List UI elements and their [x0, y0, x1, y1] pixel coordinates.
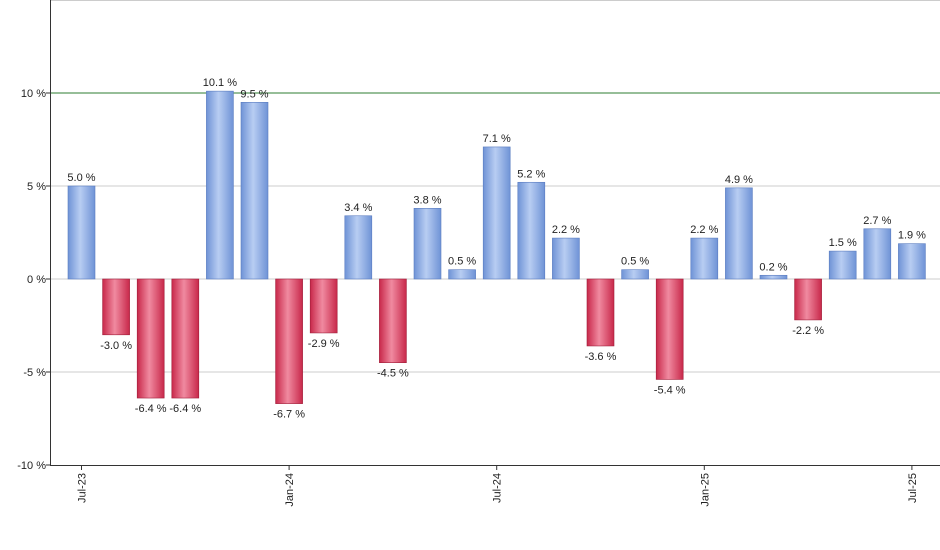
bar-Jun-25: [863, 228, 892, 280]
bar-Nov-24: [621, 269, 649, 280]
data-label-Aug-24: 5.2 %: [517, 168, 545, 180]
bar-Jul-25: [898, 243, 926, 280]
data-label-Mar-25: 0.2 %: [759, 261, 787, 273]
data-label-Jun-25: 2.7 %: [863, 215, 891, 227]
data-label-Dec-23: 9.5 %: [240, 88, 268, 100]
data-label-Apr-24: -4.5 %: [377, 368, 409, 380]
bar-Oct-24: [586, 278, 615, 347]
data-label-Nov-24: 0.5 %: [621, 256, 649, 268]
bar-Apr-24: [379, 278, 407, 363]
bar-Sep-23: [136, 278, 165, 399]
bar-May-24: [413, 208, 442, 280]
bar-Mar-24: [344, 215, 373, 280]
data-label-Feb-25: 4.9 %: [725, 174, 753, 186]
bar-Aug-23: [102, 278, 130, 336]
bar-Jul-24: [482, 146, 511, 280]
data-label-Jul-23: 5.0 %: [67, 172, 95, 184]
data-label-Dec-24: -5.4 %: [654, 384, 686, 396]
data-label-Sep-24: 2.2 %: [552, 224, 580, 236]
data-label-Feb-24: -2.9 %: [308, 338, 340, 350]
axes: -10 % -5 % 0 % 5 % 10 % Jul-23 Jan-24 Jul-24 Jan…: [17, 0, 940, 507]
bar-Aug-24: [517, 181, 546, 280]
data-label-Jul-24: 7.1 %: [483, 133, 511, 145]
bar-Dec-24: [655, 278, 684, 380]
y-tick-label: -5 %: [23, 367, 46, 379]
bar-Jan-24: [275, 278, 303, 404]
data-label-Jul-25: 1.9 %: [898, 230, 926, 242]
data-label-Oct-23: -6.4 %: [169, 403, 201, 415]
x-tick-label: Jul-25: [907, 473, 919, 503]
x-tick-label: Jan-24: [284, 473, 296, 507]
data-label-Apr-25: -2.2 %: [792, 325, 824, 337]
data-label-May-25: 1.5 %: [829, 237, 857, 249]
y-tick-label: 5 %: [27, 181, 46, 193]
bar-Feb-25: [725, 187, 753, 280]
data-label-Nov-23: 10.1 %: [203, 77, 237, 89]
y-tick-label: 10 %: [21, 88, 46, 100]
y-tick-label: -10 %: [17, 460, 46, 472]
data-label-Jan-25: 2.2 %: [690, 224, 718, 236]
bar-Nov-23: [206, 90, 234, 280]
data-label-Jun-24: 0.5 %: [448, 256, 476, 268]
bar-Feb-24: [309, 278, 338, 334]
y-tick-label: 0 %: [27, 274, 46, 286]
bar-Jul-23: [67, 185, 96, 280]
data-label-Aug-23: -3.0 %: [100, 340, 132, 352]
x-tick-label: Jul-23: [77, 473, 89, 503]
bars: [67, 90, 926, 404]
bar-Sep-24: [552, 237, 580, 280]
bar-Jan-25: [690, 237, 719, 280]
x-tick-label: Jan-25: [699, 473, 711, 507]
data-label-Mar-24: 3.4 %: [344, 202, 372, 214]
bar-Dec-23: [240, 102, 269, 280]
data-labels: 5.0 % -3.0 % -6.4 % -6.4 % 10.1 %9.5 % -6.7 %…: [67, 77, 926, 420]
bar-Apr-25: [794, 278, 822, 321]
data-label-Oct-24: -3.6 %: [585, 351, 617, 363]
bar-May-25: [828, 250, 857, 280]
x-tick-label: Jul-24: [492, 473, 504, 503]
data-label-May-24: 3.8 %: [413, 194, 441, 206]
data-label-Jan-24: -6.7 %: [273, 409, 305, 421]
bar-Jun-24: [448, 269, 476, 280]
data-label-Sep-23: -6.4 %: [135, 403, 167, 415]
bar-Mar-25: [759, 274, 788, 280]
bar-Oct-23: [171, 278, 200, 399]
